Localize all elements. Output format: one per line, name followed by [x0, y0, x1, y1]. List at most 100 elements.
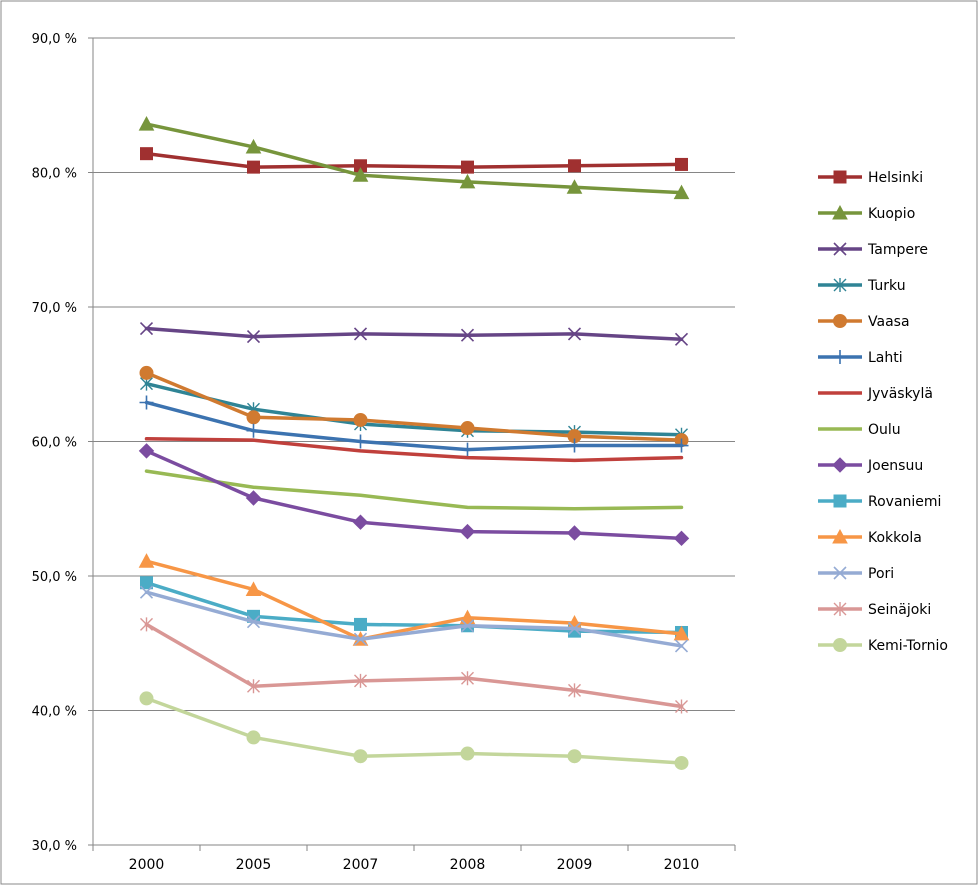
data-point-joensuu — [245, 490, 262, 506]
legend-item-oulu[interactable]: Oulu — [818, 422, 901, 438]
legend-label: Oulu — [868, 422, 901, 438]
data-point-joensuu — [566, 525, 583, 541]
legend-item-rovaniemi[interactable]: Rovaniemi — [818, 494, 941, 510]
data-point-tampere — [353, 327, 368, 341]
data-point-lahti — [353, 434, 368, 449]
data-point-kokkola — [673, 625, 690, 641]
data-point-kuopio — [459, 173, 476, 189]
legend-label: Kemi-Tornio — [868, 638, 948, 654]
legend-marker — [833, 638, 847, 652]
legend-item-turku[interactable]: Turku — [818, 278, 906, 294]
data-point-kemi-tornio — [139, 691, 154, 706]
legend-item-vaasa[interactable]: Vaasa — [818, 314, 910, 330]
data-point-kemi-tornio — [246, 730, 261, 745]
series-pori — [139, 585, 689, 653]
data-point-helsinki — [140, 147, 153, 161]
legend-item-helsinki[interactable]: Helsinki — [818, 170, 923, 186]
series-line-sein-joki — [144, 622, 684, 709]
series-helsinki — [140, 147, 688, 174]
data-point-vaasa — [246, 410, 261, 425]
x-tick-label: 2008 — [450, 857, 486, 873]
x-tick-label: 2005 — [236, 857, 272, 873]
data-point-sein-joki — [461, 671, 474, 686]
axes — [88, 37, 736, 851]
x-tick-label: 2009 — [557, 857, 593, 873]
legend-marker — [832, 528, 848, 544]
series-lines — [138, 116, 690, 770]
series-joensuu — [138, 443, 690, 547]
data-point-sein-joki — [354, 673, 367, 688]
data-point-kuopio — [673, 184, 690, 200]
data-point-kuopio — [138, 116, 155, 131]
legend-label: Tampere — [867, 242, 928, 258]
series-oulu — [144, 469, 684, 511]
legend-marker — [833, 602, 847, 616]
data-point-vaasa — [353, 412, 368, 427]
x-tick-labels: 2000 2005 2007 2008 2009 2010 — [129, 857, 700, 873]
legend-item-kemi-tornio[interactable]: Kemi-Tornio — [818, 638, 948, 654]
data-point-lahti — [246, 423, 261, 438]
data-point-pori — [567, 621, 582, 636]
legend-item-pori[interactable]: Pori — [818, 566, 894, 582]
data-point-joensuu — [673, 530, 690, 547]
data-point-pori — [139, 585, 154, 599]
legend-item-lahti[interactable]: Lahti — [818, 350, 903, 366]
y-tick-labels: 30,0 % 40,0 % 50,0 % 60,0 % 70,0 % 80,0 % 90,0… — [32, 32, 77, 854]
data-point-kokkola — [459, 609, 476, 625]
series-line-kokkola — [144, 559, 684, 641]
legend-item-tampere[interactable]: Tampere — [818, 242, 928, 258]
legend-item-kuopio[interactable]: Kuopio — [818, 204, 915, 222]
series-tampere — [139, 321, 689, 346]
data-point-helsinki — [568, 159, 581, 173]
legend-label: Joensuu — [867, 458, 923, 474]
data-point-joensuu — [138, 443, 155, 459]
legend-marker — [832, 457, 848, 473]
y-tick-label: 50,0 % — [32, 570, 77, 585]
legend-marker — [833, 494, 847, 508]
series-lahti — [139, 395, 689, 457]
legend-marker — [832, 204, 848, 220]
legend-item-jyv-skyl-[interactable]: Jyväskylä — [818, 386, 933, 402]
data-point-rovaniemi — [354, 617, 367, 631]
legend-marker — [833, 314, 847, 328]
y-tick-label: 80,0 % — [32, 167, 77, 182]
data-point-sein-joki — [140, 617, 153, 632]
data-point-pori — [246, 615, 261, 629]
data-point-pori — [353, 632, 368, 646]
series-line-vaasa — [144, 371, 684, 442]
data-point-lahti — [139, 395, 154, 410]
legend-marker — [833, 170, 847, 184]
legend-marker — [833, 278, 847, 292]
data-point-kemi-tornio — [353, 749, 368, 764]
series-line-pori — [144, 590, 684, 648]
data-point-kemi-tornio — [460, 746, 475, 761]
legend-item-kokkola[interactable]: Kokkola — [818, 528, 922, 546]
series-kuopio — [138, 116, 690, 200]
legend[interactable]: Helsinki Kuopio Tampere Turku Vaasa Lahti Jyvä… — [818, 170, 948, 654]
data-point-pori — [460, 619, 475, 633]
legend-item-sein-joki[interactable]: Seinäjoki — [818, 602, 931, 618]
legend-label: Helsinki — [868, 170, 923, 186]
data-point-tampere — [460, 328, 475, 342]
x-tick-label: 2000 — [129, 857, 165, 873]
data-point-tampere — [246, 330, 261, 344]
series-line-kuopio — [144, 122, 684, 195]
data-point-kuopio — [245, 138, 262, 154]
data-point-kuopio — [352, 167, 369, 182]
legend-label: Kokkola — [868, 530, 922, 546]
y-tick-label: 70,0 % — [32, 301, 77, 316]
y-tick-label: 90,0 % — [32, 32, 77, 47]
data-point-kemi-tornio — [567, 749, 582, 764]
data-point-kokkola — [245, 581, 262, 596]
x-tick-label: 2007 — [343, 857, 379, 873]
data-point-helsinki — [247, 160, 260, 174]
series-line-oulu — [144, 469, 684, 511]
series-sein-joki — [140, 617, 688, 714]
data-point-pori — [674, 639, 689, 653]
data-point-helsinki — [675, 157, 688, 171]
legend-label: Vaasa — [868, 314, 910, 330]
series-line-turku — [144, 381, 684, 437]
legend-item-joensuu[interactable]: Joensuu — [818, 457, 923, 474]
data-point-vaasa — [139, 365, 154, 380]
